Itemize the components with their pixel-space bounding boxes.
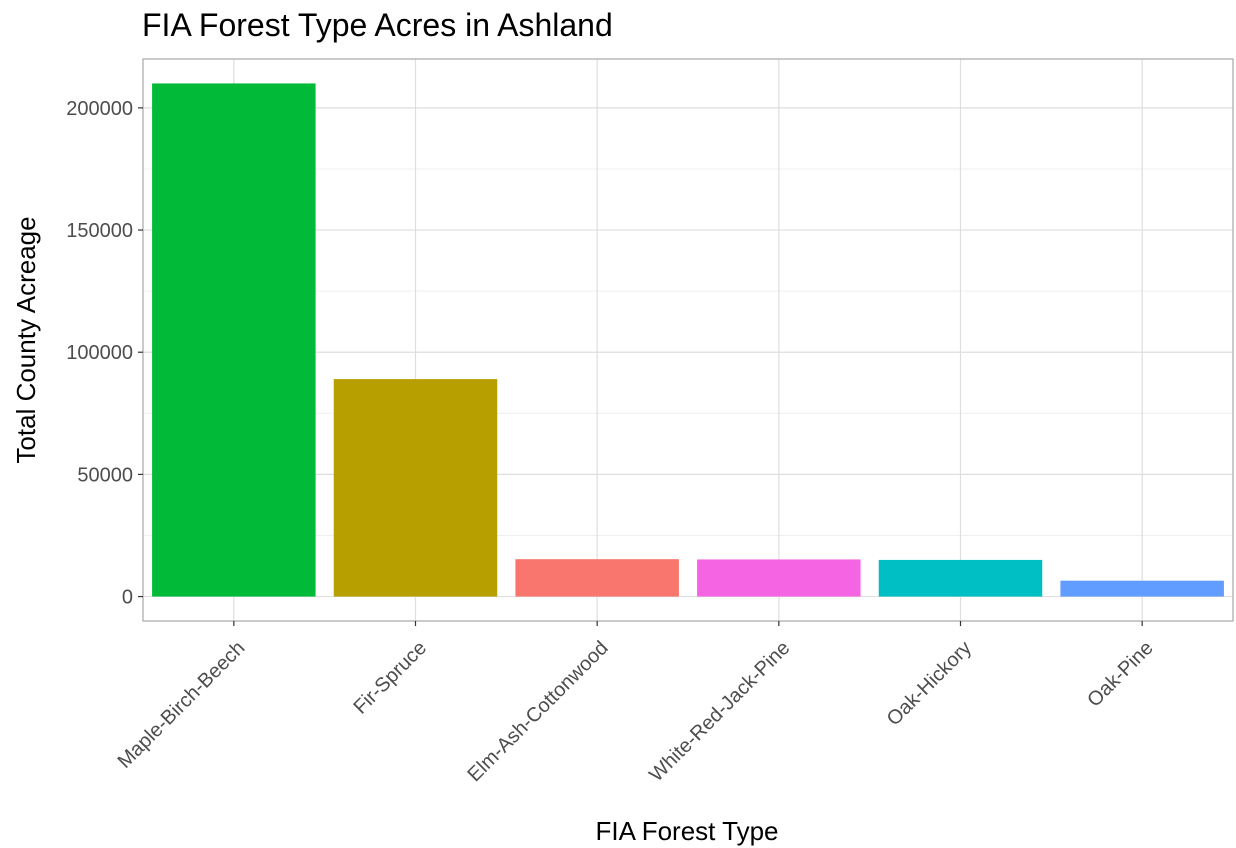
bar-elm-ash-cottonwood	[515, 559, 679, 597]
bar-maple-birch-beech	[152, 83, 316, 597]
y-tick-label: 150000	[66, 220, 133, 242]
x-tick-label: Fir-Spruce	[349, 637, 431, 719]
x-axis-title: FIA Forest Type	[595, 816, 778, 846]
x-tick-label: Maple-Birch-Beech	[114, 637, 250, 773]
bar-oak-hickory	[878, 559, 1043, 597]
bar-fir-spruce	[333, 379, 498, 597]
x-tick-label: Oak-Pine	[1083, 637, 1158, 712]
y-axis-title: Total County Acreage	[11, 216, 41, 463]
y-tick-label: 200000	[66, 98, 133, 120]
x-tick-label: White-Red-Jack-Pine	[645, 637, 794, 786]
y-tick-label: 50000	[77, 464, 133, 486]
chart-title: FIA Forest Type Acres in Ashland	[142, 7, 613, 43]
y-tick-label: 0	[122, 587, 133, 609]
bar-oak-pine	[1060, 580, 1224, 597]
x-tick-label: Elm-Ash-Cottonwood	[464, 637, 613, 786]
panel-border	[142, 58, 1234, 622]
bar-white-red-jack-pine	[697, 559, 861, 597]
y-tick-label: 100000	[66, 342, 133, 364]
x-tick-label: Oak-Hickory	[883, 637, 976, 730]
plot-panel: 0 50000 100000 150000 200000 Maple-Birch-Beec…	[66, 58, 1234, 786]
